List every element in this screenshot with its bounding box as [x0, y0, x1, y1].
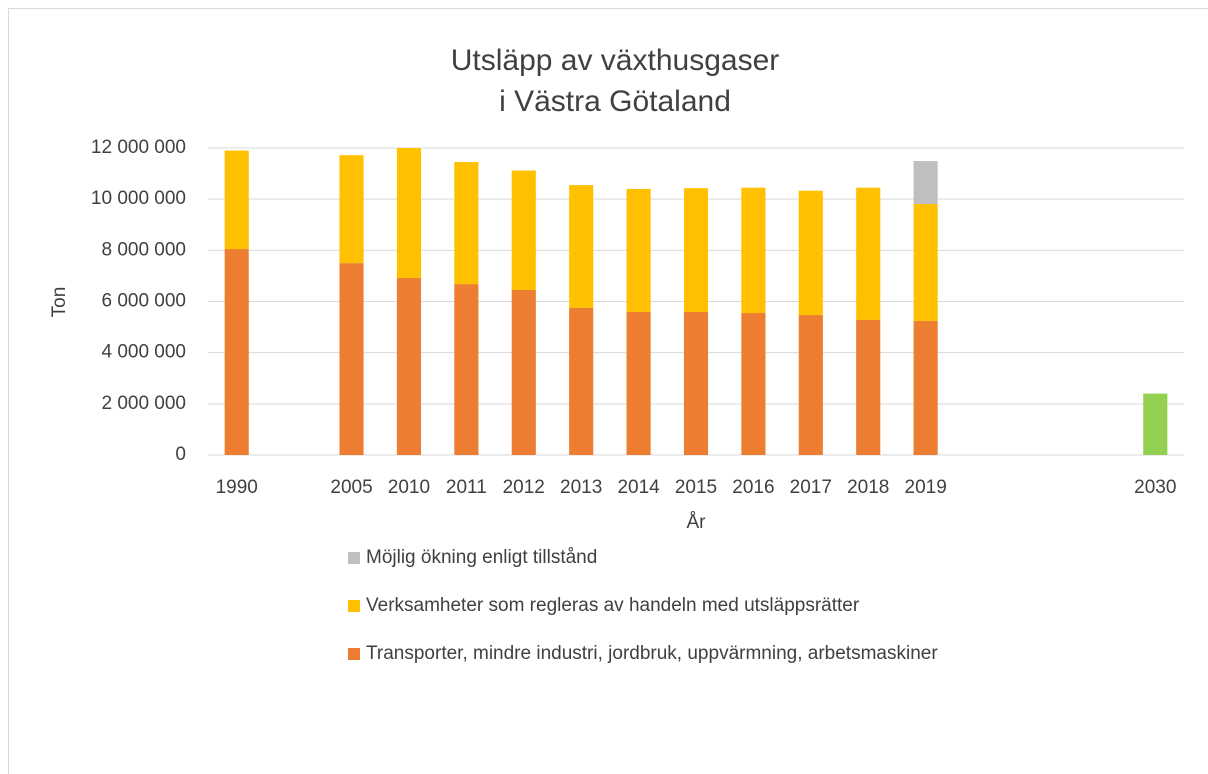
- bar-segment: [454, 162, 479, 285]
- legend-swatch: [348, 600, 360, 612]
- bar-segment: [1143, 393, 1168, 455]
- bar-segment: [569, 185, 594, 308]
- x-tick-label: 2030: [1134, 477, 1176, 498]
- x-tick-label: 2012: [503, 477, 545, 498]
- y-tick-label: 6 000 000: [101, 291, 186, 312]
- x-tick-label: 2011: [446, 477, 487, 498]
- bar-segment: [339, 155, 364, 264]
- legend-item: Verksamheter som regleras av handeln med…: [348, 593, 938, 619]
- chart-title: i Västra Götaland: [499, 85, 731, 118]
- bar-segment: [224, 150, 249, 250]
- bar-segment: [741, 187, 766, 314]
- legend-item: Möjlig ökning enligt tillstånd: [348, 545, 938, 571]
- bar-segment: [798, 315, 823, 455]
- y-tick-label: 8 000 000: [101, 239, 186, 260]
- bar-segment: [913, 320, 938, 455]
- y-tick-label: 2 000 000: [101, 393, 186, 414]
- legend-swatch: [348, 552, 360, 564]
- x-tick-label: 2018: [847, 477, 889, 498]
- x-tick-label: 2015: [675, 477, 717, 498]
- bar-segment: [454, 284, 479, 455]
- bar-segment: [396, 277, 421, 455]
- bar-segment: [683, 311, 709, 455]
- chart-border: [8, 8, 1208, 774]
- bar-segment: [683, 188, 709, 312]
- x-tick-label: 2019: [905, 477, 947, 498]
- bar-segment: [913, 161, 938, 205]
- bar-segment: [224, 249, 249, 455]
- legend-label: Möjlig ökning enligt tillstånd: [366, 547, 598, 568]
- bar-segment: [511, 170, 536, 290]
- bar-segment: [798, 190, 823, 316]
- legend-swatch: [348, 648, 360, 660]
- x-tick-label: 2014: [617, 477, 660, 498]
- bar-segment: [569, 307, 594, 455]
- x-axis-label: År: [687, 512, 707, 533]
- y-tick-label: 12 000 000: [91, 137, 186, 158]
- y-axis-label: Ton: [49, 287, 70, 318]
- y-tick-label: 0: [175, 444, 186, 465]
- bar-segment: [856, 187, 881, 320]
- bar-segment: [339, 263, 364, 455]
- x-tick-label: 2017: [790, 477, 832, 498]
- y-tick-label: 10 000 000: [91, 188, 186, 209]
- legend-label: Transporter, mindre industri, jordbruk, …: [366, 643, 938, 664]
- legend-label: Verksamheter som regleras av handeln med…: [366, 595, 860, 616]
- legend: Möjlig ökning enligt tillstånd Verksamhet…: [348, 545, 938, 689]
- x-tick-label: 2016: [732, 477, 774, 498]
- bar-segment: [396, 148, 421, 278]
- bar-segment: [856, 319, 881, 455]
- y-tick-label: 4 000 000: [101, 342, 186, 363]
- legend-item: Transporter, mindre industri, jordbruk, …: [348, 641, 938, 667]
- bar-segment: [626, 311, 651, 455]
- chart-title: Utsläpp av växthusgaser: [451, 44, 780, 77]
- x-tick-label: 2010: [388, 477, 430, 498]
- bar-segment: [741, 313, 766, 455]
- x-tick-label: 2013: [560, 477, 602, 498]
- bar-segment: [913, 204, 938, 321]
- x-tick-label: 1990: [216, 477, 258, 498]
- bar-segment: [626, 188, 651, 312]
- bar-segment: [511, 289, 536, 455]
- x-tick-label: 2005: [330, 477, 372, 498]
